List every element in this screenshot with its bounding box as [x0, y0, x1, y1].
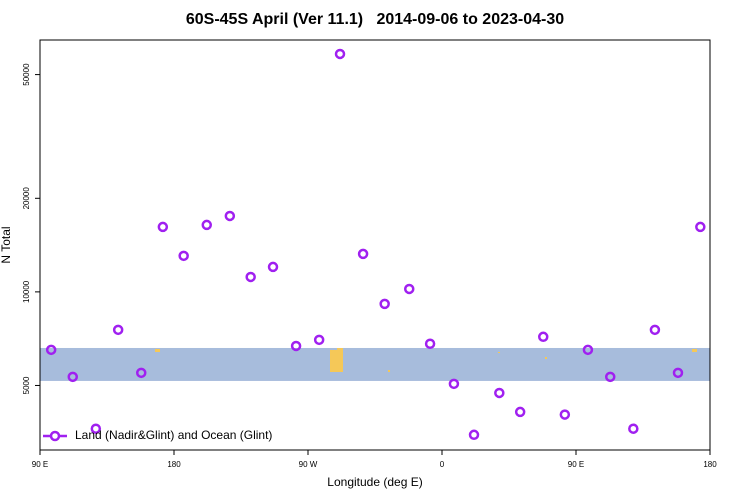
- point: [90, 423, 102, 434]
- chart-title: 60S-45S April (Ver 11.1) 2014-09-06 to 2…: [186, 11, 564, 28]
- x-tick-label: 180: [703, 460, 717, 469]
- point: [379, 298, 390, 310]
- point: [628, 423, 639, 434]
- point: [245, 271, 256, 283]
- x-tick-label: 90 E: [32, 460, 48, 469]
- point: [135, 367, 147, 379]
- y-tick-label: 10000: [22, 280, 31, 303]
- point: [157, 221, 169, 233]
- point: [267, 261, 279, 273]
- point: [403, 283, 415, 295]
- land: [692, 349, 697, 352]
- point: [67, 371, 79, 383]
- y-tick-label: 50000: [22, 63, 31, 86]
- x-tick-label: 90 W: [299, 460, 318, 469]
- point: [514, 406, 526, 418]
- point: [178, 250, 189, 262]
- y-tick-label: 5000: [22, 376, 31, 394]
- point: [357, 248, 369, 260]
- point: [494, 387, 505, 399]
- land-shapes: [155, 348, 697, 372]
- point: [313, 334, 325, 346]
- y-tick-label: 20000: [22, 187, 31, 210]
- point: [649, 324, 661, 336]
- point: [112, 324, 124, 336]
- x-tick-label: 90 E: [568, 460, 584, 469]
- point: [468, 429, 480, 441]
- x-tick-label: 0: [440, 460, 445, 469]
- point: [45, 344, 57, 356]
- land: [498, 352, 500, 353]
- point: [582, 344, 594, 356]
- x-tick-label: 180: [167, 460, 181, 469]
- land: [545, 357, 547, 359]
- land: [155, 349, 160, 352]
- point: [424, 338, 436, 349]
- legend-label: Land (Nadir&Glint) and Ocean (Glint): [75, 428, 272, 442]
- plot-frame: [39, 39, 711, 451]
- y-axis-label: N Total: [0, 226, 13, 263]
- land: [337, 348, 343, 372]
- point: [224, 210, 236, 222]
- point: [537, 331, 549, 343]
- x-axis-label: Longitude (deg E): [327, 475, 422, 489]
- point: [201, 219, 213, 231]
- point: [695, 221, 706, 233]
- legend-marker: [49, 430, 61, 442]
- point: [290, 340, 302, 352]
- point: [559, 409, 571, 420]
- point: [334, 48, 346, 60]
- point: [604, 371, 616, 383]
- point: [448, 378, 460, 390]
- land: [388, 370, 390, 372]
- shaded-band: [40, 347, 710, 381]
- point: [672, 367, 684, 379]
